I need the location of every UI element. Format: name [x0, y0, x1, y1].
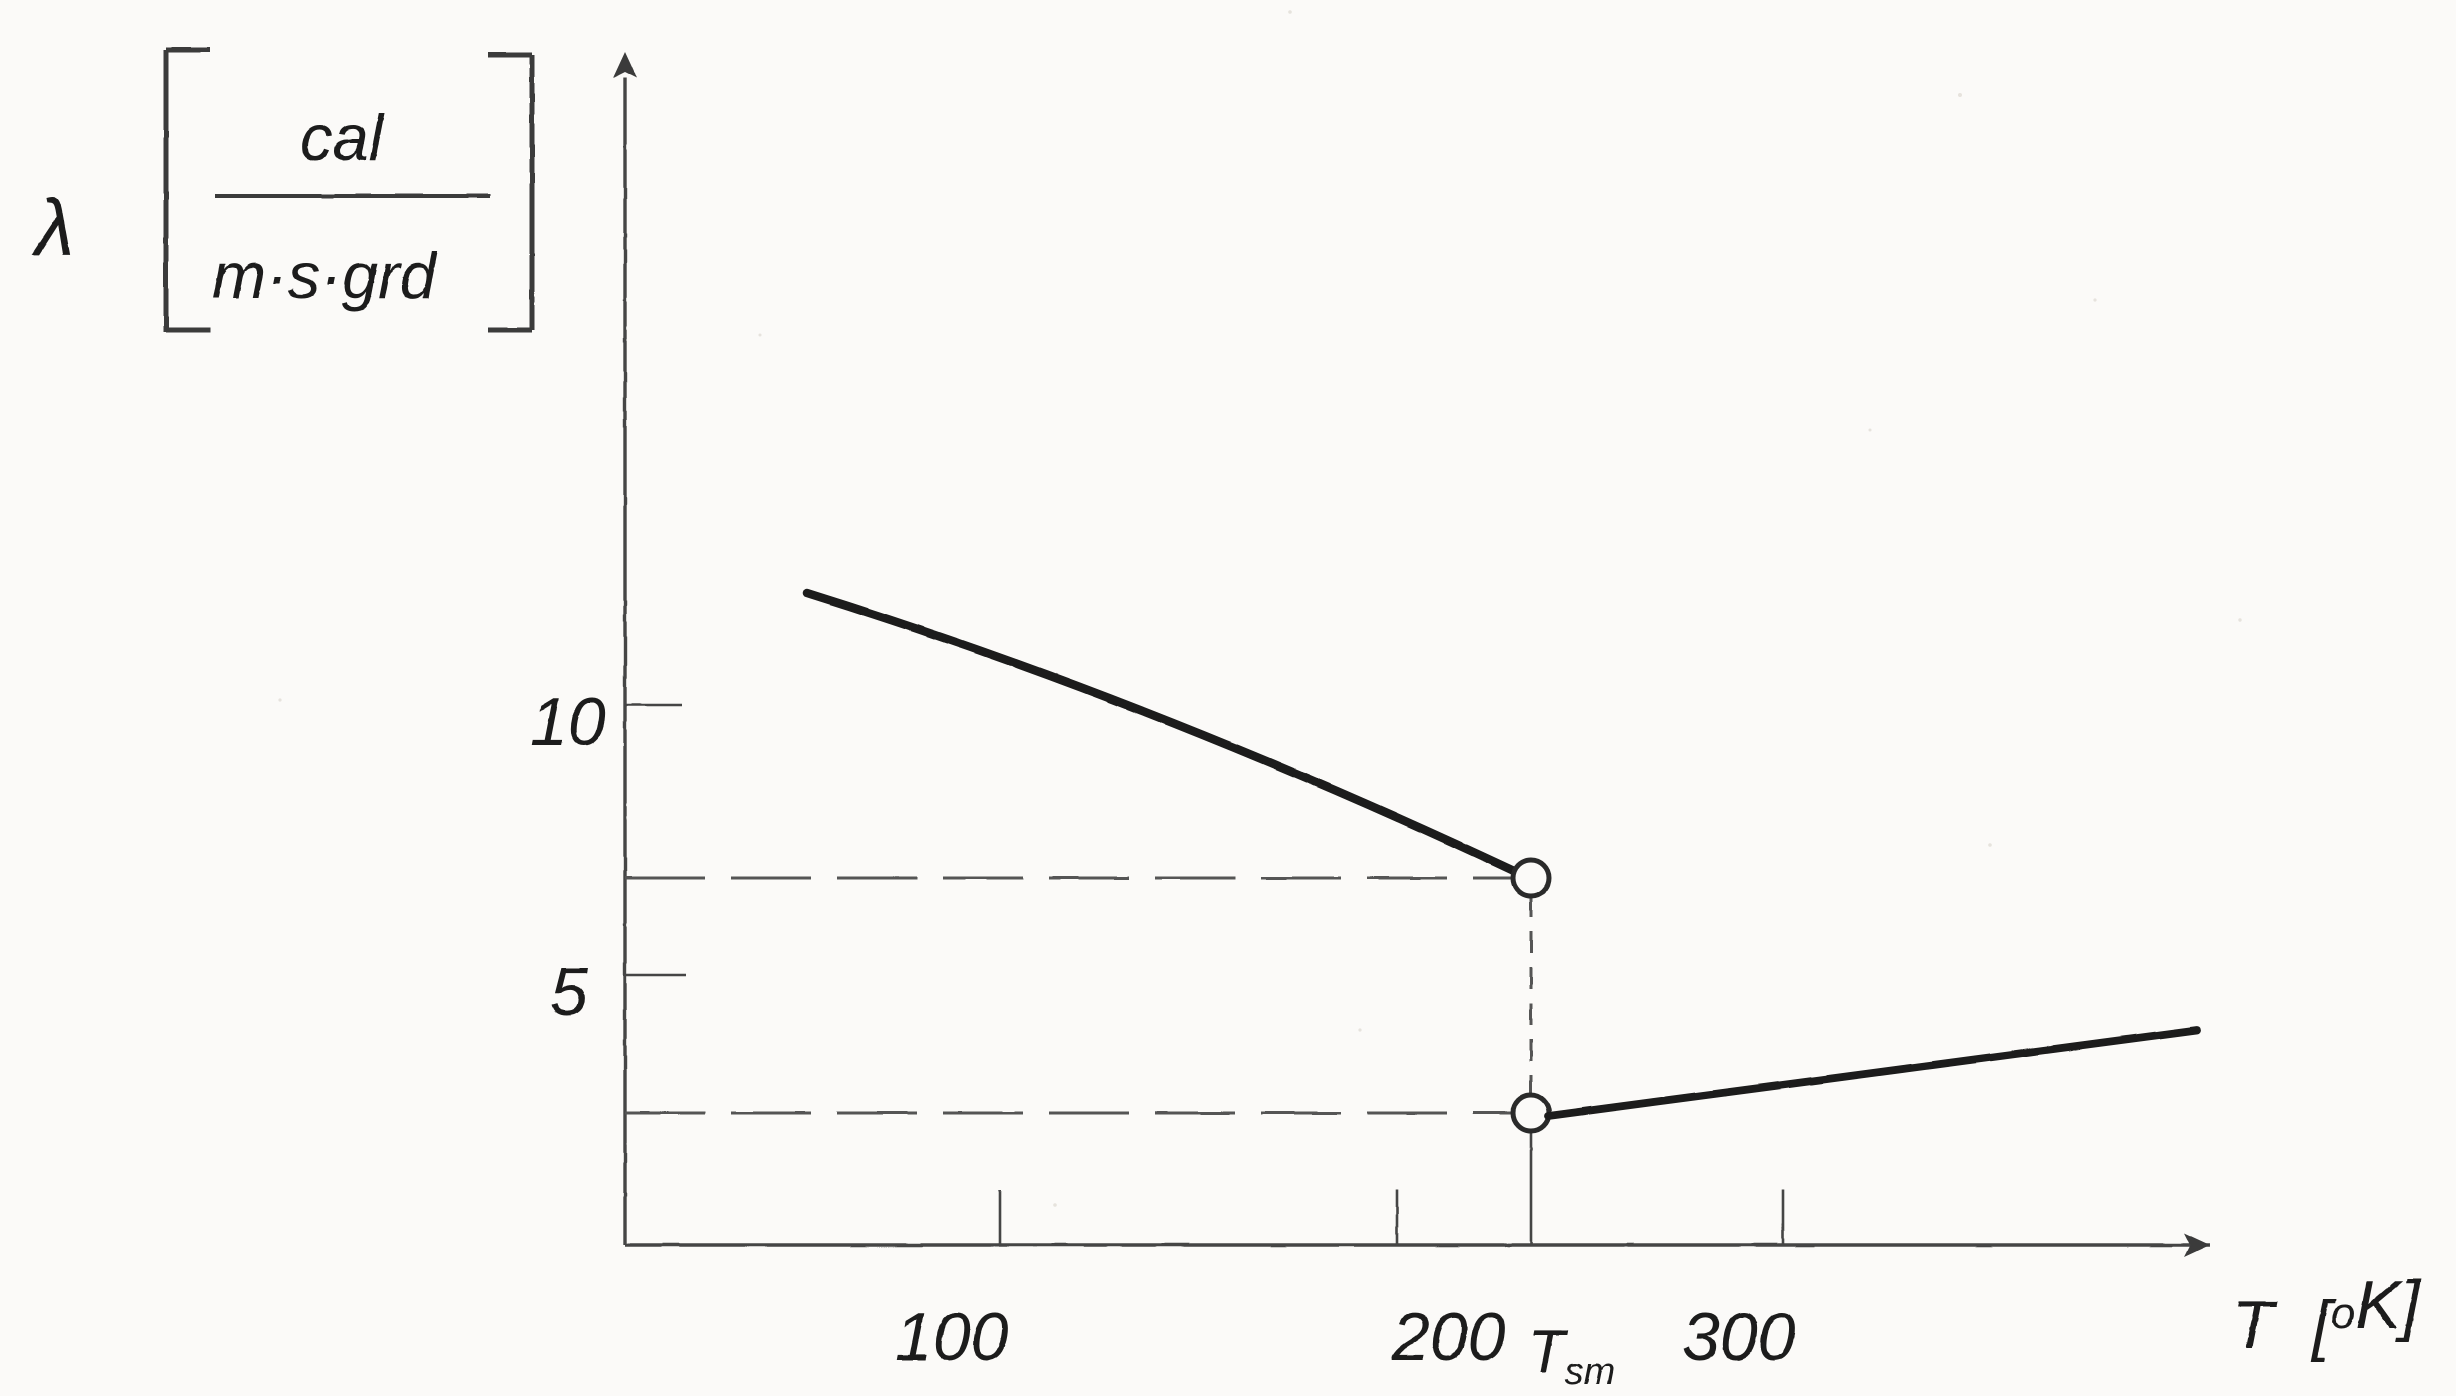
svg-text:cal: cal — [300, 101, 385, 174]
svg-text:300: 300 — [1682, 1299, 1796, 1375]
svg-text:λ: λ — [31, 183, 74, 272]
svg-text:10: 10 — [530, 684, 606, 760]
svg-text:5: 5 — [550, 954, 588, 1030]
svg-text:200: 200 — [1391, 1299, 1506, 1375]
svg-text:100: 100 — [895, 1299, 1009, 1375]
svg-text:m·s·grd: m·s·grd — [212, 239, 438, 312]
svg-text:T: T — [2232, 1287, 2278, 1363]
